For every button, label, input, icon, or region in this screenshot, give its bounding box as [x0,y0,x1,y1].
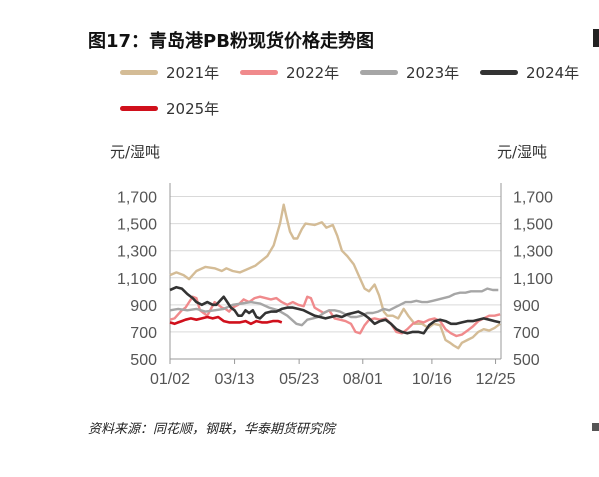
series-lines [169,203,501,350]
y-tick-label-right: 1,300 [513,244,553,261]
legend-label-2022: 2022年 [286,64,340,82]
x-tick-label: 01/02 [150,371,190,388]
legend-label-2023: 2023年 [406,64,460,82]
x-tick-label: 08/01 [343,371,383,388]
x-tick-label: 03/13 [215,371,255,388]
y-tick-label-left: 1,700 [117,190,157,207]
y-tick-label-left: 700 [130,325,157,342]
grid-lines [170,196,501,333]
legend-item-2022: 2022年 [240,62,339,83]
y-tick-label-left: 1,500 [117,217,157,234]
y-tick-label-left: 500 [130,352,157,369]
y-tick-label-right: 1,100 [513,271,553,288]
source-note: 资料来源：同花顺，钢联，华泰期货研究院 [88,422,336,437]
y-tick-label-left: 1,100 [117,271,157,288]
series-line-2024 [169,285,501,335]
chart-title: 图17：青岛港PB粉现货价格走势图 [88,31,374,52]
x-tick-label: 12/25 [476,371,516,388]
left-axis-unit: 元/湿吨 [110,143,161,161]
tick-labels: 500 500 700 700 900 900 1,100 1,100 1,300 1,300 1,… [117,190,553,388]
right-axis-unit: 元/湿吨 [497,143,548,161]
legend-label-2021: 2021年 [166,64,220,82]
x-tick-label: 10/16 [412,371,452,388]
legend-swatch-2022 [240,70,278,75]
legend-swatch-2021 [120,70,158,75]
y-tick-label-right: 500 [513,352,540,369]
legend-item-2024: 2024年 [480,62,579,83]
y-tick-label-left: 1,300 [117,244,157,261]
series-line-2023 [169,287,499,327]
legend-swatch-2025 [120,106,158,111]
adjacent-panel-fragment [593,29,599,47]
legend-label-2024: 2024年 [526,64,580,82]
legend-item-2021: 2021年 [120,62,219,83]
y-tick-label-left: 900 [130,298,157,315]
x-tick-label: 05/23 [279,371,319,388]
legend-swatch-2024 [480,70,518,75]
y-tick-label-right: 700 [513,325,540,342]
legend-swatch-2023 [360,70,398,75]
legend-item-2023: 2023年 [360,62,459,83]
y-tick-label-right: 1,700 [513,190,553,207]
y-tick-label-right: 1,500 [513,217,553,234]
legend-item-2025: 2025年 [120,98,219,119]
series-line-2025 [169,315,283,326]
series-line-2021 [169,203,501,350]
y-tick-label-right: 900 [513,298,540,315]
legend-label-2025: 2025年 [166,100,220,118]
axes [169,183,502,360]
adjacent-footnote-fragment [592,423,599,431]
